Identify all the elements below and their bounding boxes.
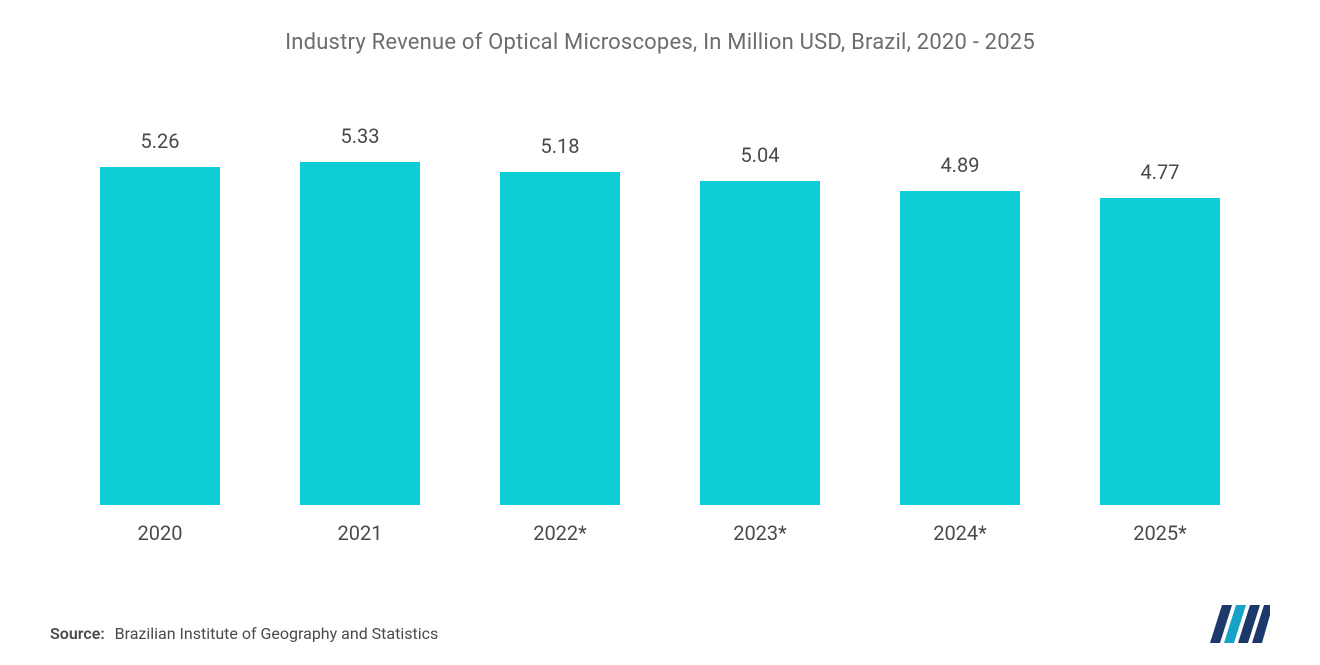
x-axis-label: 2023* (685, 521, 835, 545)
bar-slot: 5.33 (285, 124, 435, 505)
bar (500, 172, 620, 505)
bar-slot: 4.89 (885, 153, 1035, 505)
x-axis-label: 2022* (485, 521, 635, 545)
x-axis-label: 2025* (1085, 521, 1235, 545)
x-axis-label: 2024* (885, 521, 1035, 545)
bar-slot: 4.77 (1085, 160, 1235, 505)
source-text: Brazilian Institute of Geography and Sta… (115, 624, 439, 643)
source-label: Source: (50, 624, 105, 643)
bar (900, 191, 1020, 505)
bar-value-label: 4.77 (1141, 160, 1180, 184)
x-axis: 2020 2021 2022* 2023* 2024* 2025* (50, 505, 1270, 545)
bar (700, 181, 820, 505)
bar (1100, 198, 1220, 505)
bar-value-label: 5.26 (141, 129, 180, 153)
source-line: Source: Brazilian Institute of Geography… (50, 624, 438, 643)
bar-value-label: 4.89 (941, 153, 980, 177)
chart-container: Industry Revenue of Optical Microscopes,… (0, 0, 1320, 665)
bar-value-label: 5.18 (541, 134, 580, 158)
x-axis-label: 2020 (85, 521, 235, 545)
brand-logo-svg (1210, 605, 1270, 643)
footer: Source: Brazilian Institute of Geography… (50, 605, 1270, 661)
x-axis-label: 2021 (285, 521, 435, 545)
plot-area: 5.26 5.33 5.18 5.04 4.89 4.77 (50, 125, 1270, 505)
bar-slot: 5.26 (85, 129, 235, 505)
bar (300, 162, 420, 505)
chart-title: Industry Revenue of Optical Microscopes,… (50, 30, 1270, 55)
bar-value-label: 5.33 (341, 124, 380, 148)
bar-value-label: 5.04 (741, 143, 780, 167)
bar-slot: 5.18 (485, 134, 635, 505)
bar (100, 167, 220, 505)
bar-slot: 5.04 (685, 143, 835, 505)
brand-logo-icon (1210, 605, 1270, 643)
